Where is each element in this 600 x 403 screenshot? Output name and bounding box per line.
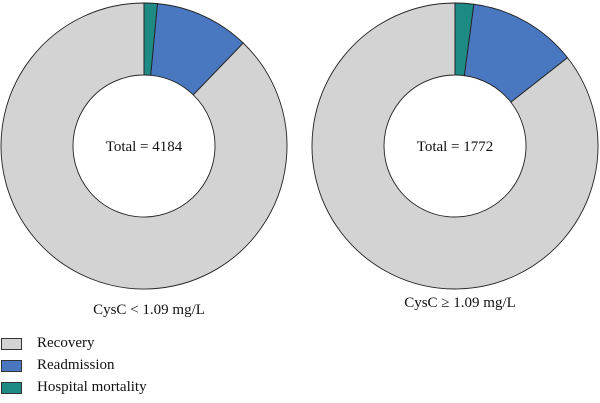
legend-item-recovery: Recovery xyxy=(0,334,220,356)
legend-label-hospital-mortality: Hospital mortality xyxy=(37,379,147,395)
legend-item-hospital-mortality: Hospital mortality xyxy=(0,378,220,400)
legend-item-readmission: Readmission xyxy=(0,356,220,378)
chart-caption-2: CysC ≥ 1.09 mg/L xyxy=(404,295,516,311)
donut-chart-2: Total = 1772 CysC ≥ 1.09 mg/L xyxy=(311,2,599,311)
donut-chart-1: Total = 4184 CysC < 1.09 mg/L xyxy=(0,2,288,318)
legend-label-recovery: Recovery xyxy=(37,335,95,351)
chart-caption-1: CysC < 1.09 mg/L xyxy=(93,302,205,318)
slice-recovery-1 xyxy=(0,2,288,290)
legend-label-readmission: Readmission xyxy=(37,357,115,373)
slice-hospital-mortality-1 xyxy=(143,2,158,76)
legend-swatch-hospital-mortality xyxy=(1,382,22,394)
slice-recovery-2 xyxy=(311,2,599,290)
legend: Recovery Readmission Hospital mortality xyxy=(0,334,220,400)
legend-swatch-recovery xyxy=(1,338,22,350)
center-label-2: Total = 1772 xyxy=(417,139,494,155)
slice-hospital-mortality-2 xyxy=(454,2,475,77)
legend-swatch-readmission xyxy=(1,360,22,372)
center-label-1: Total = 4184 xyxy=(106,139,183,155)
